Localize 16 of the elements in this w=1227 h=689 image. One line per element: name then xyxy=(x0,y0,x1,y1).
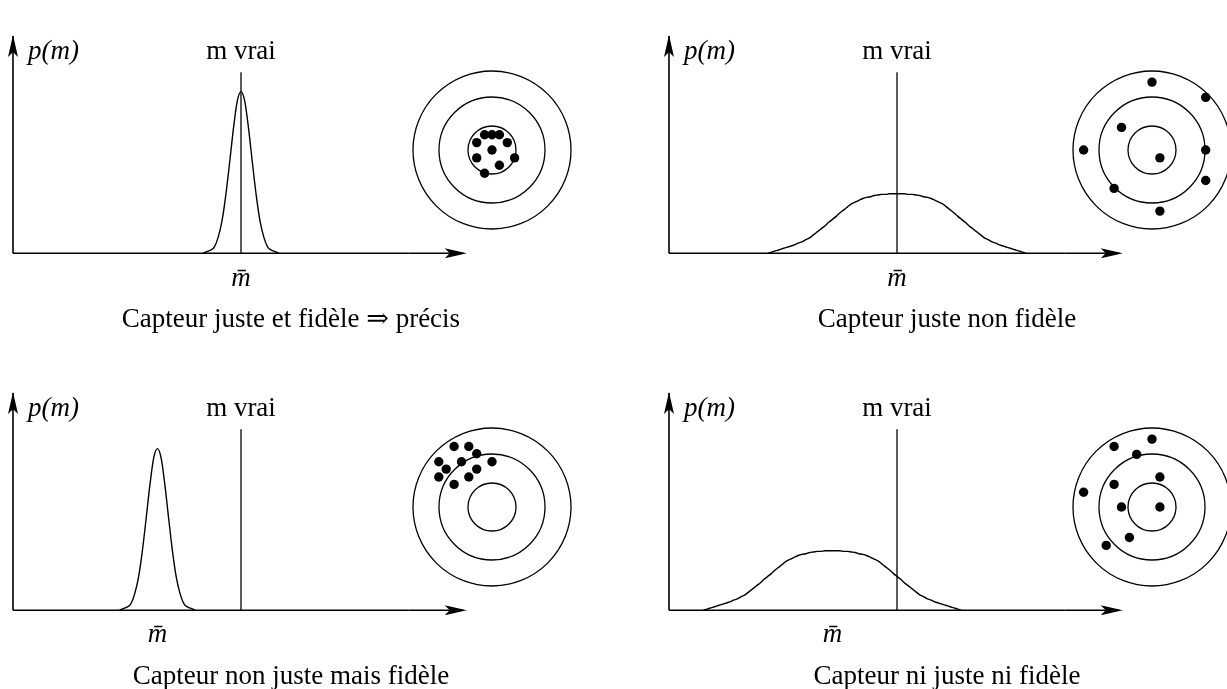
y-axis-title: p(m) xyxy=(684,390,735,424)
text: m̄ xyxy=(886,260,908,294)
text: m̄ xyxy=(821,617,844,651)
y-axis-title: p(m) xyxy=(684,34,735,67)
text: m vrai xyxy=(206,391,276,422)
text: m vrai xyxy=(862,391,932,422)
text: Capteur ni juste ni fidèle xyxy=(812,658,1082,689)
y-axis-title: p(m) xyxy=(28,34,79,67)
y-axis-title: p(m) xyxy=(28,390,79,424)
text: m vrai xyxy=(862,35,932,65)
text: m̄ xyxy=(230,260,252,294)
text: m̄ xyxy=(146,617,169,651)
text: m vrai xyxy=(206,35,276,65)
text: Capteur non juste mais fidèle xyxy=(131,658,451,689)
text: Capteur juste et fidèle ⇒ précis xyxy=(120,302,462,335)
text: Capteur juste non fidèle xyxy=(816,302,1078,335)
